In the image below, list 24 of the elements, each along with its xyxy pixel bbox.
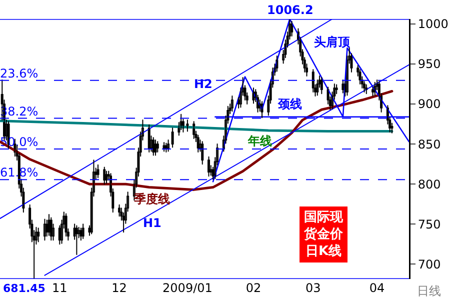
annotation: 国际现货金价日K线 xyxy=(303,210,344,259)
x-tick-label: 04 xyxy=(369,281,385,295)
annotation: H2 xyxy=(194,77,212,91)
annotation: 1006.2 xyxy=(267,3,314,17)
annotation: 季度线 xyxy=(133,192,170,206)
annotation: 681.45 xyxy=(3,282,46,295)
x-axis-title: 日线 xyxy=(417,284,441,298)
x-tick-label: 2009/01 xyxy=(162,281,212,295)
y-tick-label: 750 xyxy=(418,217,441,232)
annotation: 颈线 xyxy=(277,97,302,111)
y-tick-label: 700 xyxy=(418,257,441,272)
y-tick-label: 1000 xyxy=(418,17,448,32)
x-tick-label: 11 xyxy=(52,281,68,295)
annotation: 年线 xyxy=(247,134,272,148)
annotation: 23.6% xyxy=(0,66,38,80)
x-tick-label: 12 xyxy=(112,281,127,295)
y-tick-label: 800 xyxy=(418,177,441,192)
x-tick-label: 03 xyxy=(306,281,321,295)
y-tick-label: 900 xyxy=(418,97,441,112)
y-tick-label: 950 xyxy=(418,57,441,72)
y-tick-label: 850 xyxy=(418,137,441,152)
annotation: 头肩顶 xyxy=(314,35,351,49)
x-tick-label: 02 xyxy=(246,281,262,295)
annotation: H1 xyxy=(143,216,162,230)
